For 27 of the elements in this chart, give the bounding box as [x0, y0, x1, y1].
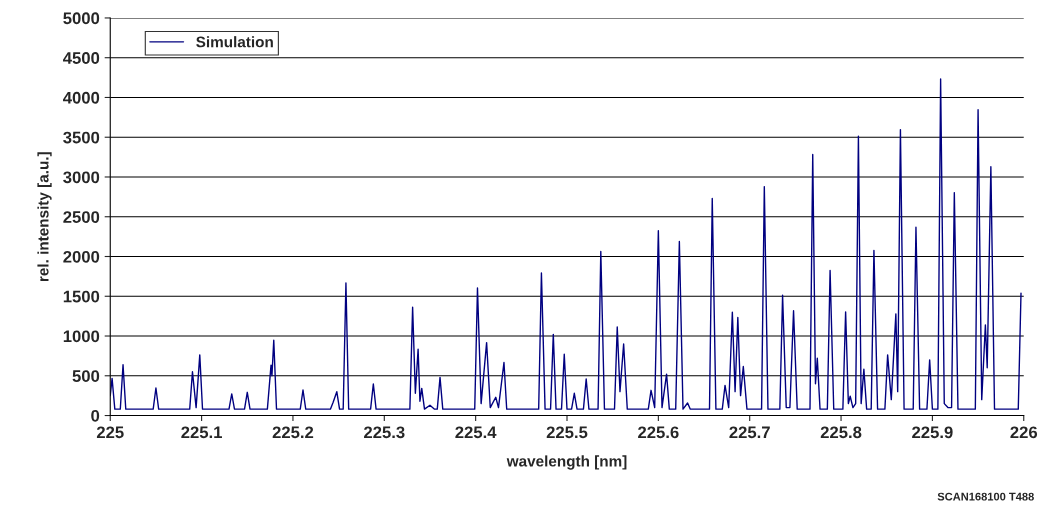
y-tick-label: 3500: [63, 131, 100, 144]
x-tick-label: 226: [1010, 426, 1038, 439]
y-tick-label: 2000: [63, 250, 100, 263]
x-tick-label: 225.1: [181, 426, 222, 439]
x-tick-label: 225.8: [820, 426, 862, 439]
y-tick-label: 3000: [63, 171, 100, 184]
x-tick-label: 225.2: [272, 426, 314, 439]
x-tick-label: 225.3: [364, 426, 405, 439]
x-tick-label: 225.4: [455, 426, 497, 439]
x-tick-label: 225.9: [912, 426, 953, 439]
y-tick-label: 500: [72, 370, 100, 382]
y-tick-label: 5000: [63, 12, 100, 25]
y-tick-label: 1500: [63, 290, 100, 303]
line-series: [110, 78, 1022, 410]
y-tick-label: 4500: [63, 52, 100, 64]
y-tick-label: 0: [91, 409, 100, 422]
x-tick-label: 225.6: [638, 426, 679, 439]
y-axis-title: rel. intensity [a.u.]: [37, 152, 52, 282]
x-tick-label: 225: [96, 426, 124, 439]
text: SCAN168100 T488: [937, 492, 1034, 501]
x-tick-label: 225.7: [729, 426, 770, 439]
x-tick-label: 225.5: [546, 426, 588, 439]
y-tick-label: 4000: [63, 91, 100, 104]
y-tick-label: 1000: [63, 330, 100, 343]
legend-label: Simulation: [196, 36, 273, 48]
y-tick-label: 2500: [63, 211, 100, 223]
x-axis-title: wavelength [nm]: [506, 455, 627, 470]
